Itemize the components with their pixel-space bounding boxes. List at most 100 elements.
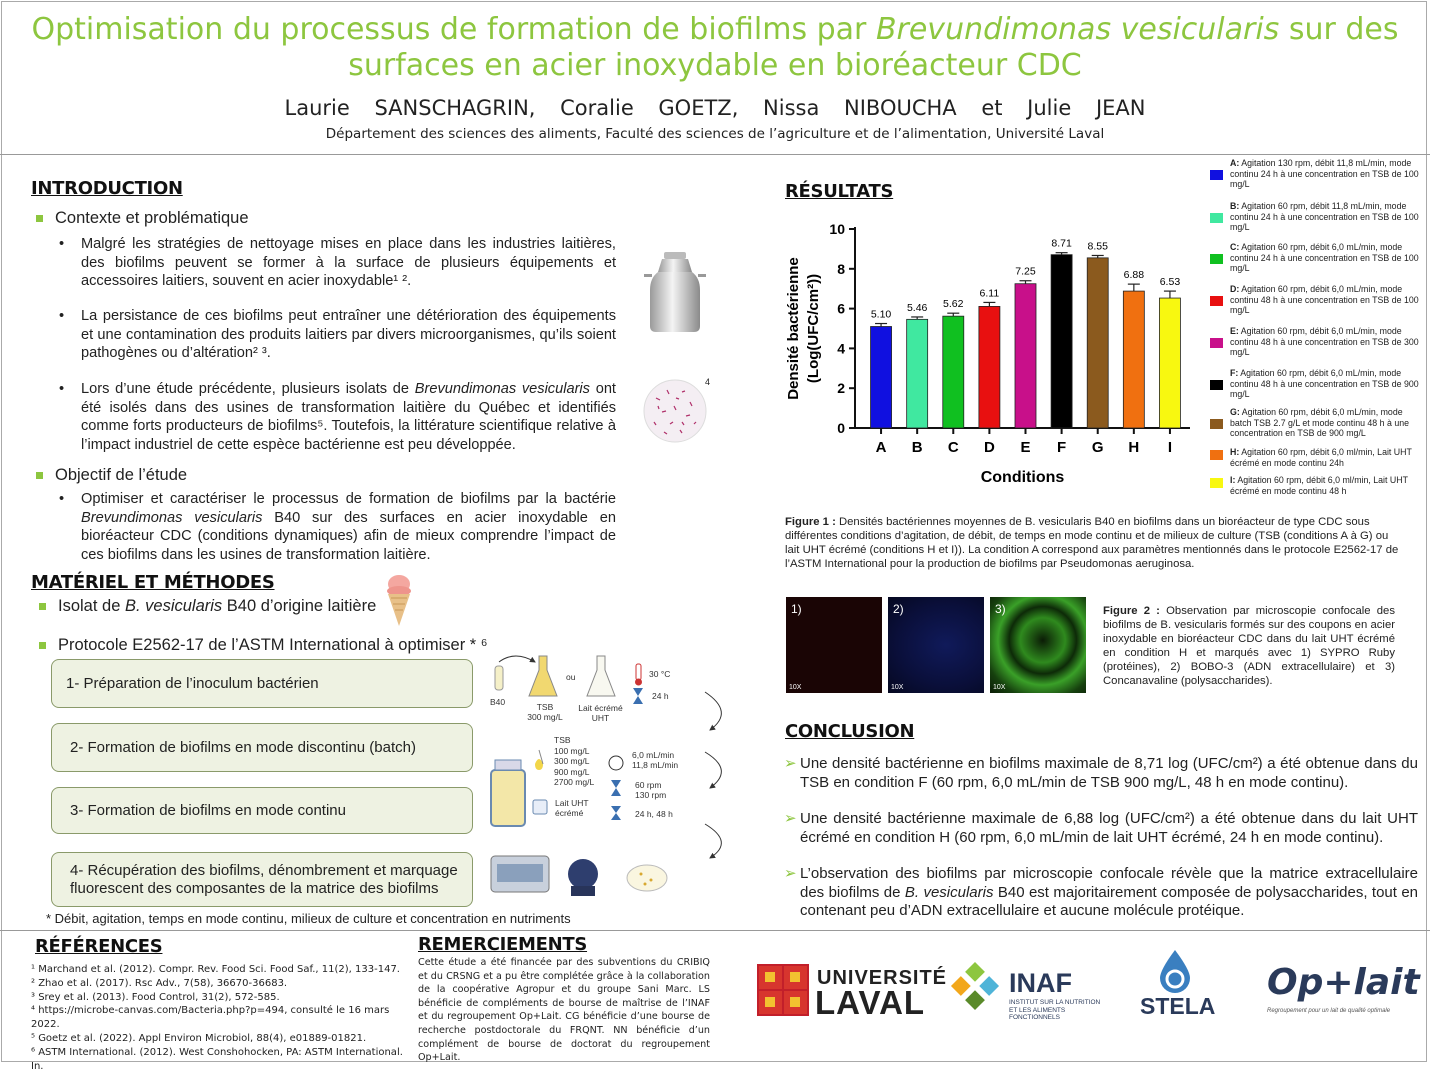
legend-swatch (1210, 254, 1223, 264)
x-tick-label: I (1168, 439, 1172, 456)
bar-value-label: 5.62 (943, 298, 964, 310)
legend-swatch (1210, 380, 1223, 390)
conclusion-point-2: ➢ Une densité bactérienne maximale de 6,8… (784, 810, 1418, 846)
legend-text: E: Agitation 60 rpm, débit 6,0 mL/min, m… (1230, 326, 1419, 357)
legend-text: A: Agitation 130 rpm, débit 11,8 mL/min,… (1230, 158, 1419, 189)
y-tick-label: 4 (837, 340, 845, 356)
reference-item: ² Zhao et al. (2017). Rsc Adv., 7(58), 3… (31, 977, 288, 989)
confocal-panel-label: 2) (893, 602, 904, 616)
bar-H (1122, 290, 1145, 429)
isolate-bullet: Isolat de B. vesicularis B40 d’origine l… (39, 597, 376, 616)
magnification-label: 10X (891, 684, 904, 691)
y-tick-label: 10 (829, 221, 845, 237)
legend-swatch (1210, 419, 1223, 429)
legend-swatch (1210, 170, 1223, 180)
bar-value-label: 6.88 (1124, 269, 1145, 281)
y-tick-label: 8 (837, 261, 845, 277)
header-divider (0, 154, 1430, 155)
results-heading: RÉSULTATS (785, 181, 894, 202)
reference-item: ⁴ https://microbe-canvas.com/Bacteria.ph… (31, 1005, 390, 1031)
method-step-1: 1- Préparation de l’inoculum bactérien (51, 659, 473, 708)
bar-value-label: 5.10 (871, 309, 892, 321)
bar-value-label: 5.46 (907, 302, 928, 314)
reference-item: ⁶ ASTM International. (2012). West Consh… (31, 1046, 403, 1072)
reference-item: ⁵ Goetz et al. (2022). Appl Environ Micr… (31, 1032, 367, 1044)
petri-dish-bacteria-icon (643, 379, 707, 443)
x-tick-label: F (1057, 439, 1066, 456)
bar-I (1159, 297, 1181, 429)
ice-cream-icon (387, 575, 411, 626)
introduction-heading: INTRODUCTION (31, 178, 183, 199)
bar-value-label: 8.55 (1088, 240, 1109, 252)
bar-chart: 0 2 4 6 8 10 5.10 A 5.46 B 5.62 C 6.11 D 7.25 E 8.71 F 8.5… (785, 221, 1190, 486)
methods-diagram (490, 655, 722, 896)
conclusion-heading: CONCLUSION (785, 721, 915, 742)
x-tick-label: E (1020, 439, 1030, 456)
legend-swatch (1210, 450, 1223, 460)
protocol-bullet: Protocole E2562-17 de l’ASTM Internation… (39, 636, 488, 655)
y-tick-label: 0 (837, 420, 845, 436)
legend-text: F: Agitation 60 rpm, débit 6,0 mL/min, m… (1230, 368, 1419, 399)
confocal-panel-label: 1) (791, 602, 802, 616)
magnification-label: 10X (789, 684, 802, 691)
reference-item: ³ Srey et al. (2013). Food Control, 31(2… (31, 991, 280, 1003)
time-label-1: 24 h (652, 691, 669, 701)
inaf-logo-mark (950, 961, 1000, 1011)
y-axis-label-line2: (Log(UFC/cm²)) (805, 274, 822, 383)
objective-bullet: Objectif de l’étude (36, 466, 187, 485)
legend-text: D: Agitation 60 rpm, débit 6,0 mL/min, m… (1230, 284, 1419, 315)
petri-reference: 4 (705, 377, 711, 387)
temperature-label: 30 °C (649, 669, 671, 679)
bar-C (942, 315, 965, 429)
oplait-logo-text: Op+lait (1267, 962, 1420, 1003)
confocal-image-3: 3) 10X (990, 597, 1086, 693)
stela-logo-text: STELA (1140, 993, 1216, 1019)
rpm-values: 60 rpm 130 rpm (635, 780, 667, 800)
bar-G (1086, 257, 1109, 429)
legend-swatch (1210, 338, 1223, 348)
legend-text: B: Agitation 60 rpm, débit 11,8 mL/min, … (1230, 201, 1419, 232)
milk-can-icon (644, 252, 706, 332)
inaf-logo-subtitle: INSTITUT SUR LA NUTRITION ET LES ALIMENT… (1009, 999, 1101, 1021)
milk-label: Lait écrémé UHT (578, 703, 623, 723)
legend-text: G: Agitation 60 rpm, débit 6,0 mL/min, m… (1230, 407, 1409, 438)
bar-E (1014, 283, 1037, 429)
references-list: ¹ Marchand et al. (2012). Compr. Rev. Fo… (31, 963, 406, 1073)
y-tick-label: 6 (837, 301, 845, 317)
legend-swatch (1210, 296, 1223, 306)
laval-logo-line1: UNIVERSITÉ (817, 967, 948, 989)
x-tick-label: G (1092, 439, 1104, 456)
footer-divider (0, 930, 1430, 931)
intro-paragraph-3: • Lors d’une étude précédente, plusieurs … (59, 381, 616, 453)
x-tick-label: D (984, 439, 995, 456)
confocal-image-1: 1) 10X (786, 597, 882, 693)
bar-value-label: 6.53 (1160, 276, 1181, 288)
poster-title: Optimisation du processus de formation d… (31, 12, 1399, 83)
legend-text: I: Agitation 60 rpm, débit 6,0 ml/min, L… (1230, 475, 1408, 496)
confocal-panel-label: 3) (995, 602, 1006, 616)
acknowledgements-text: Cette étude a été financée par des subve… (418, 957, 710, 1064)
bar-value-label: 6.11 (980, 287, 1000, 299)
bar-A (870, 326, 892, 429)
magnification-label: 10X (993, 684, 1006, 691)
bar-value-label: 7.25 (1015, 266, 1036, 278)
stela-drop-logo (1160, 950, 1190, 993)
reference-item: ¹ Marchand et al. (2012). Compr. Rev. Fo… (31, 964, 400, 975)
x-tick-label: B (912, 439, 923, 456)
or-label: ou (566, 672, 576, 682)
time-label-2: 24 h, 48 h (635, 809, 673, 819)
laval-logo-line2: LAVAL (815, 984, 926, 1021)
legend-text: C: Agitation 60 rpm, débit 6,0 mL/min, m… (1230, 242, 1419, 273)
inaf-logo-text: INAF (1009, 968, 1072, 998)
method-step-3: 3- Formation de biofilms en mode continu (51, 787, 473, 834)
x-axis-label: Conditions (981, 469, 1065, 486)
intro-paragraph-1: • Malgré les stratégies de nettoyage mise… (59, 236, 616, 289)
bar-value-label: 8.71 (1051, 238, 1072, 250)
references-heading: RÉFÉRENCES (35, 936, 163, 957)
y-axis-label-line1: Densité bactérienne (785, 257, 802, 400)
b40-label: B40 (490, 697, 506, 707)
bar-F (1050, 254, 1073, 429)
bar-D (978, 306, 1001, 429)
y-tick-label: 2 (837, 380, 845, 396)
tsb-label: TSB 300 mg/L (527, 702, 563, 722)
